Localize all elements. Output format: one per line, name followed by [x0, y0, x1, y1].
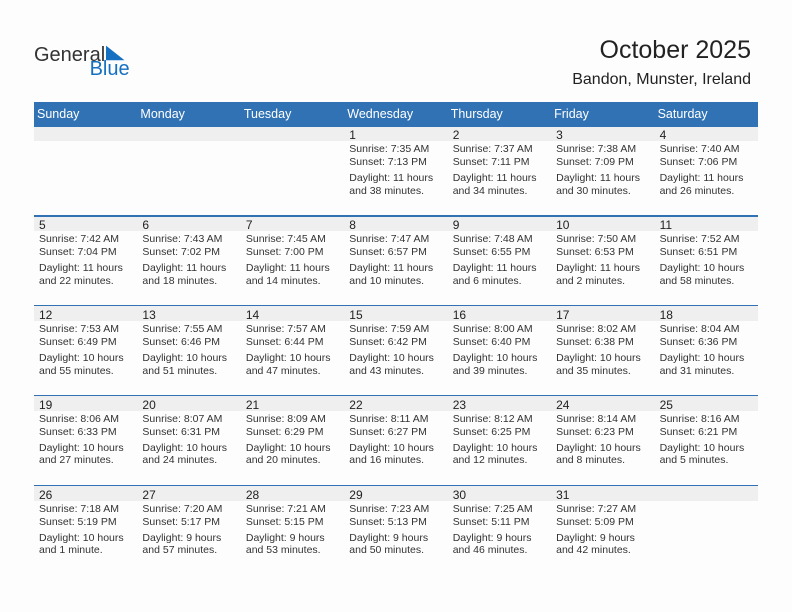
svg-text:Blue: Blue	[90, 58, 130, 80]
